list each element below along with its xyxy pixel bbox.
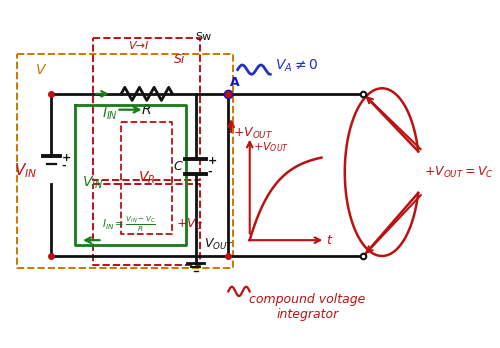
Text: $V_{IN}$: $V_{IN}$	[14, 161, 38, 180]
Text: Sw: Sw	[195, 32, 212, 42]
Text: t: t	[326, 234, 331, 247]
Text: Si: Si	[174, 53, 186, 66]
Text: $V_A\neq 0$: $V_A\neq 0$	[275, 58, 318, 74]
Text: $+V_{OUT}=V_C$: $+V_{OUT}=V_C$	[424, 165, 494, 180]
Text: R: R	[142, 103, 152, 117]
Text: V→I: V→I	[128, 41, 148, 51]
Text: -: -	[62, 161, 66, 171]
Text: A: A	[230, 76, 240, 89]
Text: $+V_{OUT}$: $+V_{OUT}$	[252, 141, 288, 154]
Text: $+V_{OUT}$: $+V_{OUT}$	[233, 125, 273, 141]
Text: $+V_C$: $+V_C$	[176, 217, 203, 232]
Text: -: -	[208, 167, 212, 177]
Text: V: V	[36, 63, 46, 77]
Text: +: +	[62, 153, 71, 163]
Text: compound voltage
integrator: compound voltage integrator	[250, 293, 366, 321]
Text: $V_{OUT}$: $V_{OUT}$	[204, 237, 234, 252]
Text: $V_R$: $V_R$	[138, 169, 155, 186]
Text: +: +	[208, 156, 217, 166]
Text: $I_{IN} = \frac{V_{IN}-V_C}{R}$: $I_{IN} = \frac{V_{IN}-V_C}{R}$	[102, 214, 156, 234]
Text: $V_{IN}$: $V_{IN}$	[82, 174, 104, 191]
Text: $I_{IN}$: $I_{IN}$	[102, 106, 118, 122]
Text: C: C	[174, 160, 182, 173]
